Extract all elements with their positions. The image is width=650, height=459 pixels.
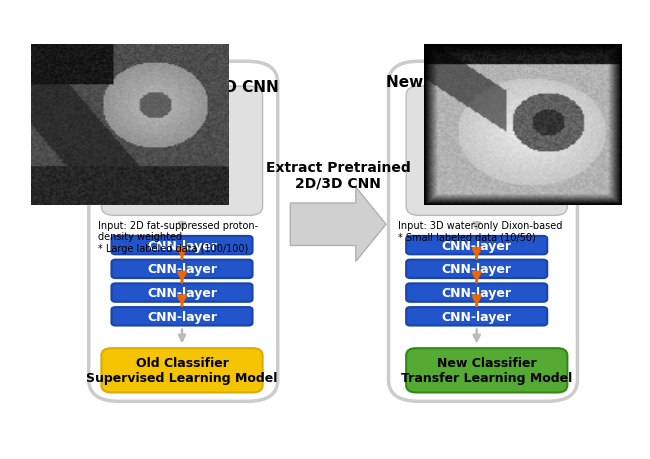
FancyBboxPatch shape	[112, 284, 252, 302]
FancyBboxPatch shape	[406, 348, 567, 392]
Polygon shape	[291, 188, 386, 262]
Text: CNN-layer: CNN-layer	[442, 286, 512, 299]
FancyBboxPatch shape	[101, 348, 263, 392]
FancyBboxPatch shape	[89, 62, 278, 402]
FancyBboxPatch shape	[389, 62, 577, 402]
Text: CNN-layer: CNN-layer	[147, 310, 217, 323]
Text: CNN-layer: CNN-layer	[147, 263, 217, 276]
FancyBboxPatch shape	[406, 284, 547, 302]
FancyBboxPatch shape	[406, 260, 547, 279]
Text: CNN-layer: CNN-layer	[442, 263, 512, 276]
Text: CNN-layer: CNN-layer	[147, 286, 217, 299]
FancyBboxPatch shape	[406, 236, 547, 255]
Text: CNN-layer: CNN-layer	[147, 239, 217, 252]
FancyBboxPatch shape	[406, 87, 567, 216]
FancyBboxPatch shape	[101, 87, 263, 216]
Text: Extract Pretrained
2D/3D CNN: Extract Pretrained 2D/3D CNN	[266, 160, 411, 190]
FancyBboxPatch shape	[406, 308, 547, 326]
Text: Input: 2D fat-suppressed proton-
density weighted
* Large labeled data (100/100): Input: 2D fat-suppressed proton- density…	[98, 220, 258, 253]
Text: New Classifier
Transfer Learning Model: New Classifier Transfer Learning Model	[401, 357, 573, 385]
Text: Input: 3D water-only Dixon-based
* Small labeled data (10/50): Input: 3D water-only Dixon-based * Small…	[398, 220, 562, 242]
Text: New 2D/3D CNN Model: New 2D/3D CNN Model	[386, 74, 580, 90]
FancyBboxPatch shape	[112, 236, 252, 255]
Text: Pretrained 2D/3D CNN
Model: Pretrained 2D/3D CNN Model	[88, 80, 279, 112]
FancyBboxPatch shape	[112, 308, 252, 326]
Text: CNN-layer: CNN-layer	[442, 310, 512, 323]
Text: Old Classifier
Supervised Learning Model: Old Classifier Supervised Learning Model	[86, 357, 278, 385]
Text: CNN-layer: CNN-layer	[442, 239, 512, 252]
FancyBboxPatch shape	[112, 260, 252, 279]
